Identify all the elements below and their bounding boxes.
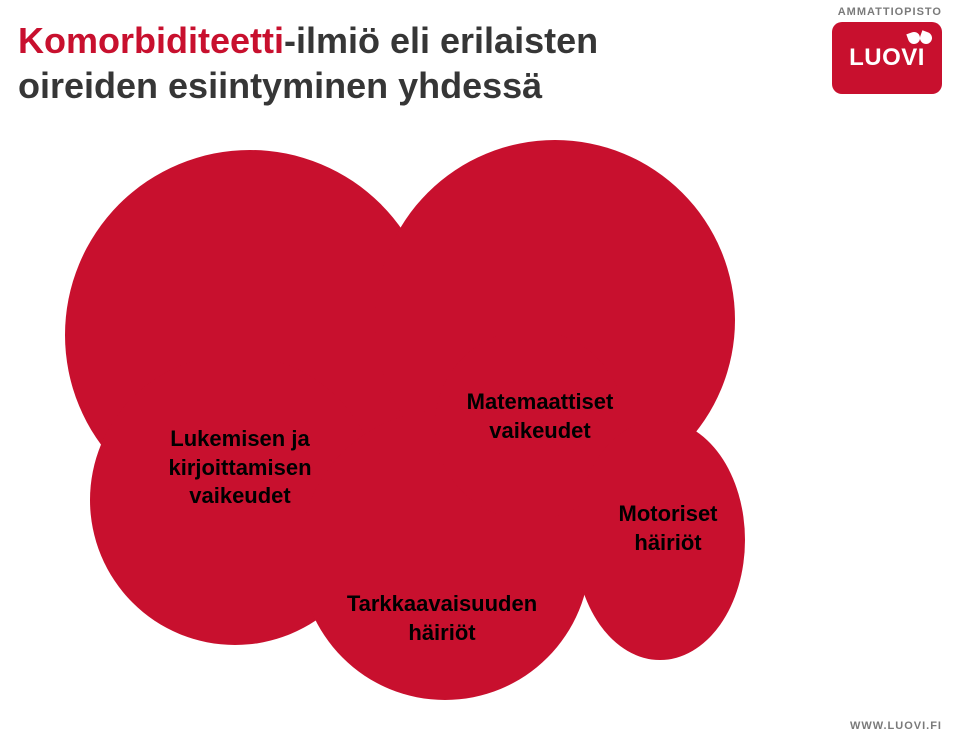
shape-right-ellipse	[575, 420, 745, 660]
shape-big-left	[65, 150, 435, 520]
shape-big-right	[375, 140, 735, 500]
label-lukemisen: Lukemisen jakirjoittamisenvaikeudet	[155, 425, 325, 511]
brand-logo-text: LUOVI	[849, 44, 925, 72]
shape-upper-label	[435, 330, 625, 520]
brand-top-text: AMMATTIOPISTO	[832, 6, 942, 18]
brand-block: AMMATTIOPISTO LUOVI	[832, 6, 942, 94]
shape-bottom-center	[300, 410, 590, 700]
page-title: Komorbiditeetti-ilmiö eli erilaisten oir…	[18, 18, 738, 108]
title-accent: Komorbiditeetti	[18, 20, 284, 61]
diagram-canvas: Lukemisen jakirjoittamisenvaikeudet Matem…	[0, 0, 960, 742]
label-tarkkaavaisuuden: Tarkkaavaisuudenhäiriöt	[322, 590, 562, 647]
footer-url: WWW.LUOVI.FI	[850, 720, 942, 732]
shape-bottom-left	[90, 355, 380, 645]
label-matemaattiset: Matemaattisetvaikeudet	[445, 388, 635, 445]
label-motoriset: Motorisethäiriöt	[608, 500, 728, 557]
brand-logo: LUOVI	[832, 22, 942, 94]
